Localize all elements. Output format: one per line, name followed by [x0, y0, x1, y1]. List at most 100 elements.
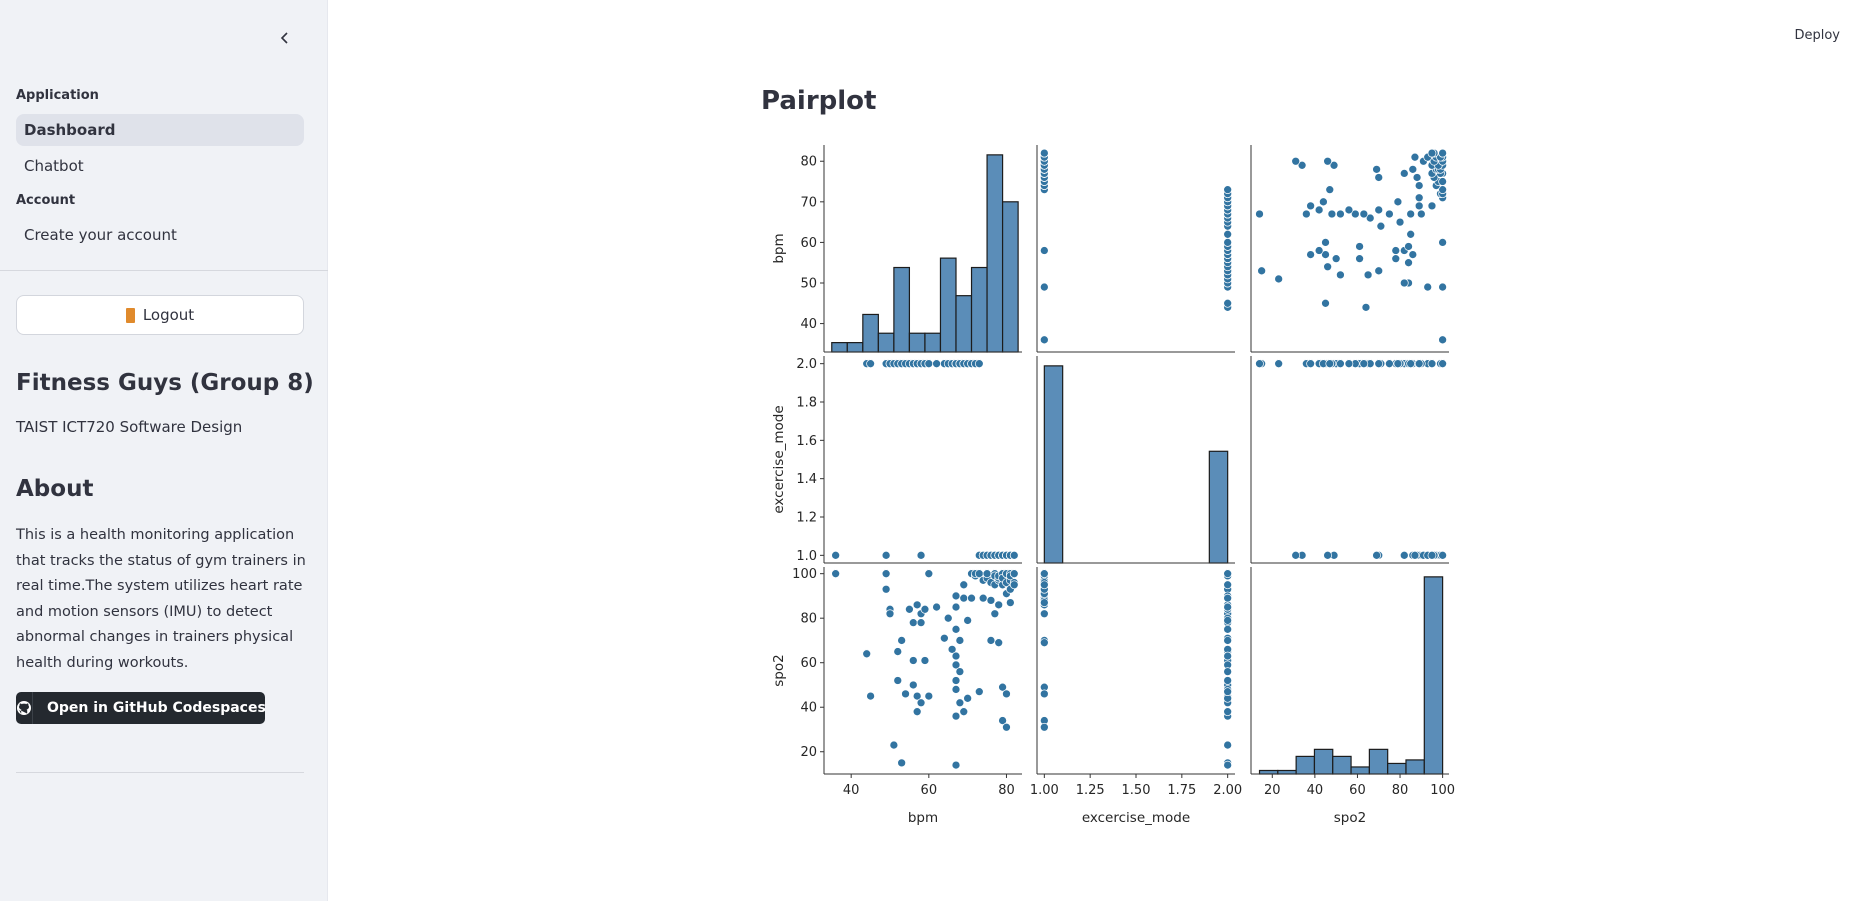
x-tick-label: 100 — [1430, 783, 1455, 798]
scatter-point — [1297, 160, 1307, 170]
scatter-point — [916, 698, 926, 708]
scatter-point — [881, 584, 891, 594]
scatter-point — [924, 691, 934, 701]
scatter-point — [1427, 359, 1437, 369]
scatter-point — [1223, 602, 1233, 612]
x-axis-label: bpm — [908, 810, 938, 826]
scatter-point — [1329, 160, 1339, 170]
scatter-point — [1327, 209, 1337, 219]
sidebar-divider — [0, 270, 328, 271]
x-tick-label: 1.25 — [1076, 783, 1105, 798]
scatter-point — [920, 656, 930, 665]
histogram-bar — [970, 266, 988, 353]
y-tick-label: 40 — [800, 317, 817, 332]
nav-item-dashboard[interactable]: Dashboard — [16, 114, 304, 146]
x-axis-label: excercise_mode — [1082, 810, 1190, 826]
scatter-point — [1223, 707, 1233, 717]
scatter-point — [1438, 359, 1447, 369]
histogram-bar — [877, 332, 895, 353]
nav-item-chatbot[interactable]: Chatbot — [24, 157, 84, 175]
y-tick-label: 80 — [800, 155, 817, 170]
scatter-point — [943, 613, 953, 623]
scatter-point — [1393, 197, 1403, 207]
histogram-bar — [893, 266, 911, 353]
scatter-point — [893, 676, 903, 685]
scatter-point — [920, 604, 930, 614]
scatter-point — [912, 600, 922, 610]
scatter-point — [1306, 359, 1315, 369]
x-tick-label: 1.75 — [1167, 783, 1196, 798]
about-text: This is a health monitoring application … — [16, 527, 306, 671]
scatter-point — [1404, 258, 1413, 268]
scatter-point — [1223, 687, 1233, 696]
y-tick-label: 50 — [800, 277, 817, 292]
scatter-point — [1257, 266, 1266, 276]
scatter-point — [1414, 201, 1424, 211]
scatter-point — [1002, 722, 1011, 732]
scatter-point — [924, 359, 934, 369]
scatter-point — [951, 685, 961, 694]
scatter-point — [1223, 667, 1233, 676]
scatter-point — [901, 689, 910, 699]
scatter-point — [974, 687, 984, 696]
scatter-point — [1399, 278, 1409, 288]
scatter-point — [994, 638, 1004, 648]
histogram-bar — [1313, 748, 1334, 775]
about-title: About — [16, 476, 94, 502]
scatter-point — [1399, 550, 1409, 560]
scatter-point — [1410, 550, 1420, 560]
x-tick-label: 60 — [921, 783, 938, 798]
x-tick-label: 20 — [1264, 783, 1281, 798]
chevron-left-icon — [280, 32, 288, 44]
scatter-point — [908, 618, 918, 627]
scatter-point — [1423, 282, 1433, 292]
scatter-point — [1302, 209, 1311, 219]
scatter-point — [1331, 254, 1341, 263]
x-tick-label: 40 — [843, 783, 860, 798]
y-tick-label: 1.4 — [796, 472, 817, 487]
scatter-point — [1223, 298, 1233, 308]
scatter-point — [1395, 217, 1405, 227]
scatter-point — [1319, 197, 1328, 207]
codespaces-label: Open in GitHub Codespaces — [47, 700, 265, 716]
histogram-bar — [1277, 769, 1297, 775]
scatter-point — [1414, 181, 1424, 190]
collapse-sidebar-button[interactable] — [275, 28, 295, 48]
y-tick-label: 70 — [800, 195, 817, 210]
scatter-point — [951, 711, 961, 721]
scatter-point — [1416, 209, 1426, 219]
scatter-point — [998, 682, 1007, 692]
scatter-point — [990, 609, 1000, 619]
scatter-point — [1336, 359, 1345, 369]
scatter-point — [994, 600, 1004, 610]
scatter-point — [1376, 221, 1386, 231]
scatter-point — [1399, 169, 1409, 178]
y-tick-label: 2.0 — [796, 357, 817, 372]
x-tick-label: 1.50 — [1122, 783, 1151, 798]
scatter-point — [959, 580, 969, 590]
scatter-point — [1006, 598, 1015, 607]
deploy-button[interactable]: Deploy — [1794, 28, 1840, 43]
scatter-point — [881, 569, 891, 579]
scatter-point — [1291, 550, 1301, 560]
scatter-point — [893, 647, 903, 656]
logout-button[interactable]: Logout — [16, 295, 304, 335]
pairplot-chart: 40 50 60 70 80 1.0 1.2 1.4 1.6 1.8 2.0 20 40 60 80 100 4… — [771, 145, 1455, 826]
open-codespaces-button[interactable]: Open in GitHub Codespaces — [16, 692, 265, 724]
scatter-point — [1410, 152, 1420, 162]
nav-item-create-account[interactable]: Create your account — [24, 226, 177, 244]
scatter-point — [1359, 359, 1369, 369]
scatter-point — [1427, 201, 1437, 211]
scatter-point — [986, 636, 996, 645]
scatter-point — [1291, 156, 1301, 166]
y-axis-label: spo2 — [771, 654, 787, 686]
scatter-point — [932, 602, 941, 612]
scatter-point — [1223, 740, 1233, 750]
x-tick-label: 1.00 — [1030, 783, 1059, 798]
scatter-point — [1325, 185, 1335, 194]
scatter-point — [1039, 722, 1049, 732]
scatter-point — [905, 604, 914, 614]
histogram-bar — [1332, 755, 1352, 775]
scatter-point — [1355, 242, 1364, 251]
sidebar: Application Dashboard Chatbot Account Cr… — [0, 0, 328, 901]
